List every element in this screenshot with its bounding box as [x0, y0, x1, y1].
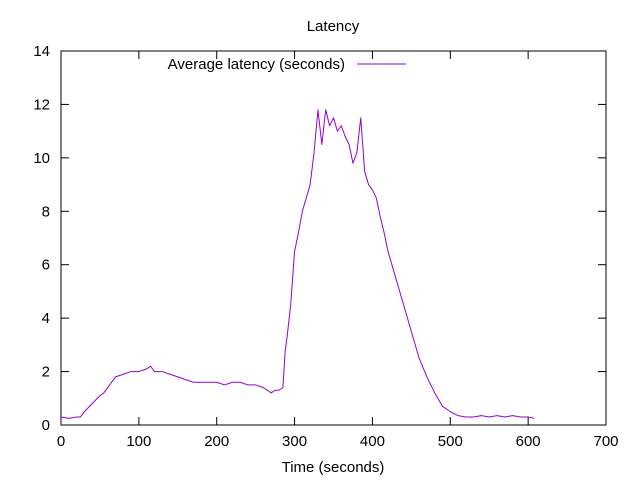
x-tick-label: 400 [360, 433, 385, 450]
x-tick-label: 700 [593, 433, 618, 450]
x-tick-label: 600 [516, 433, 541, 450]
y-tick-label: 14 [33, 43, 50, 60]
x-tick-label: 0 [57, 433, 65, 450]
y-tick-label: 4 [42, 310, 50, 327]
y-tick-label: 6 [42, 257, 50, 274]
y-tick-label: 8 [42, 203, 50, 220]
y-tick-label: 10 [33, 150, 50, 167]
x-tick-label: 300 [282, 433, 307, 450]
legend: Average latency (seconds) [168, 56, 406, 73]
y-tick-label: 12 [33, 96, 50, 113]
x-tick-label: 100 [126, 433, 151, 450]
chart-title: Latency [307, 18, 360, 35]
y-tick-label: 0 [42, 417, 50, 434]
series-line-0 [60, 109, 535, 419]
axes-layer: 0 100 200 300 400 500 600 700 0 2 4 6 8 10 12 14 [33, 43, 618, 450]
x-axis-title: Time (seconds) [282, 459, 385, 476]
y-tick-label: 2 [42, 364, 50, 381]
series-layer [60, 109, 535, 419]
x-tick-label: 200 [204, 433, 229, 450]
plot-frame [60, 50, 607, 426]
legend-label: Average latency (seconds) [168, 56, 345, 73]
x-tick-label: 500 [438, 433, 463, 450]
